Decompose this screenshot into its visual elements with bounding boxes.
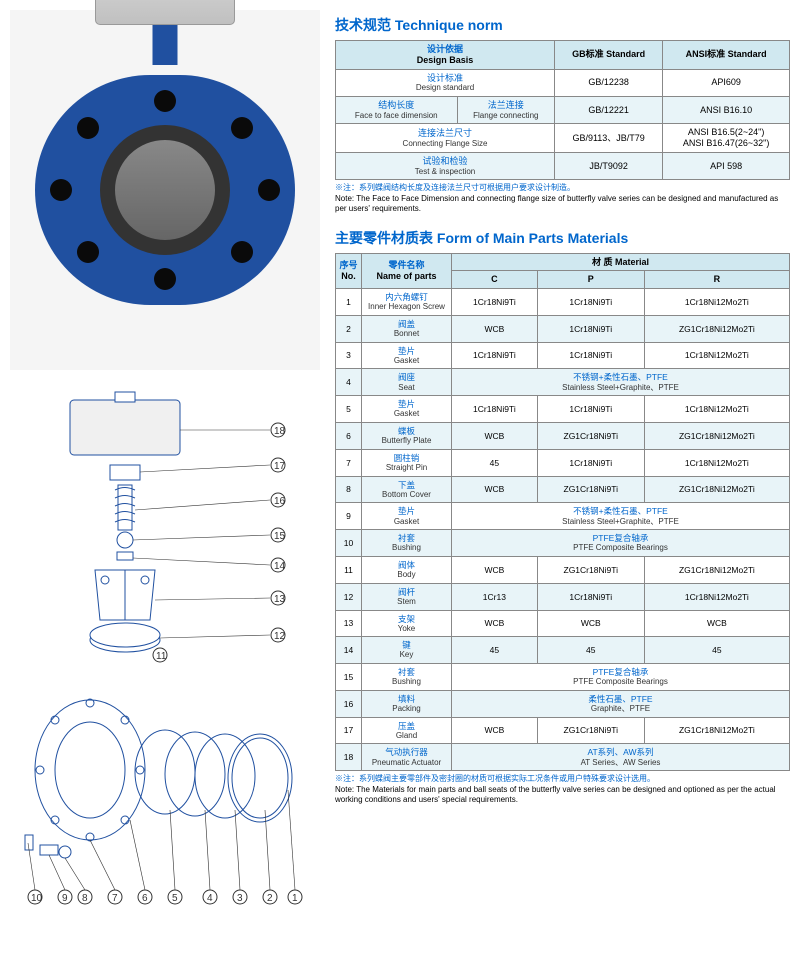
callout-16: 16 bbox=[274, 496, 286, 507]
callout-18: 18 bbox=[274, 426, 286, 437]
table-row: 11阀体BodyWCBZG1Cr18Ni9TiZG1Cr18Ni12Mo2Ti bbox=[336, 556, 790, 583]
callout-12: 12 bbox=[274, 631, 286, 642]
materials-table: 序号No. 零件名称Name of parts 材 质 Material C P… bbox=[335, 253, 790, 772]
callout-7: 7 bbox=[112, 893, 118, 904]
table-row: 18气动执行器Pneumatic ActuatorAT系列、AW系列AT Ser… bbox=[336, 744, 790, 771]
callout-8: 8 bbox=[82, 893, 88, 904]
callout-5: 5 bbox=[172, 893, 178, 904]
table-row: 2阀盖BonnetWCB1Cr18Ni9TiZG1Cr18Ni12Mo2Ti bbox=[336, 315, 790, 342]
materials-note: ※注：系列蝶阀主要零部件及密封圈的材质可根据实际工况条件或用户特殊要求设计选用。… bbox=[335, 771, 790, 813]
callout-1: 1 bbox=[292, 893, 298, 904]
callout-10: 10 bbox=[31, 893, 43, 904]
callout-13: 13 bbox=[274, 594, 286, 605]
callout-11: 11 bbox=[156, 651, 167, 662]
table-row: 3垫片Gasket1Cr18Ni9Ti1Cr18Ni9Ti1Cr18Ni12Mo… bbox=[336, 342, 790, 369]
callout-6: 6 bbox=[142, 893, 148, 904]
technique-table: 设计依据Design Basis GB标准 Standard ANSI标准 St… bbox=[335, 40, 790, 180]
table-row: 16填料Packing柔性石墨、PTFEGraphite、PTFE bbox=[336, 690, 790, 717]
table-row: 14键Key454545 bbox=[336, 637, 790, 664]
exploded-diagram: 18 17 16 15 14 13 12 10 9 8 7 6 5 4 3 2 bbox=[10, 390, 320, 910]
callout-9: 9 bbox=[62, 893, 68, 904]
table-row: 10衬套BushingPTFE复合轴承PTFE Composite Bearin… bbox=[336, 530, 790, 557]
callout-4: 4 bbox=[207, 893, 213, 904]
table-row: 5垫片Gasket1Cr18Ni9Ti1Cr18Ni9Ti1Cr18Ni12Mo… bbox=[336, 396, 790, 423]
table-row: 17压盖GlandWCBZG1Cr18Ni9TiZG1Cr18Ni12Mo2Ti bbox=[336, 717, 790, 744]
callout-14: 14 bbox=[274, 561, 286, 572]
callout-3: 3 bbox=[237, 893, 243, 904]
table-row: 4阀座Seat不锈钢+柔性石墨、PTFEStainless Steel+Grap… bbox=[336, 369, 790, 396]
table-row: 9垫片Gasket不锈钢+柔性石墨、PTFEStainless Steel+Gr… bbox=[336, 503, 790, 530]
table-row: 13支架YokeWCBWCBWCB bbox=[336, 610, 790, 637]
technique-note: ※注：系列蝶阀结构长度及连接法兰尺寸可根据用户要求设计制造。 Note: The… bbox=[335, 180, 790, 222]
table-row: 8下盖Bottom CoverWCBZG1Cr18Ni9TiZG1Cr18Ni1… bbox=[336, 476, 790, 503]
table-row: 15衬套BushingPTFE复合轴承PTFE Composite Bearin… bbox=[336, 664, 790, 691]
materials-title: 主要零件材质表 Form of Main Parts Materials bbox=[335, 223, 790, 253]
table-row: 12阀杆Stem1Cr131Cr18Ni9Ti1Cr18Ni12Mo2Ti bbox=[336, 583, 790, 610]
callout-15: 15 bbox=[274, 531, 286, 542]
callout-2: 2 bbox=[267, 893, 273, 904]
product-photo bbox=[10, 10, 320, 370]
table-row: 1内六角螺钉Inner Hexagon Screw1Cr18Ni9Ti1Cr18… bbox=[336, 289, 790, 316]
technique-title: 技术规范 Technique norm bbox=[335, 10, 790, 40]
table-row: 7圆柱销Straight Pin451Cr18Ni9Ti1Cr18Ni12Mo2… bbox=[336, 449, 790, 476]
table-row: 6蝶板Butterfly PlateWCBZG1Cr18Ni9TiZG1Cr18… bbox=[336, 423, 790, 450]
callout-17: 17 bbox=[274, 461, 286, 472]
